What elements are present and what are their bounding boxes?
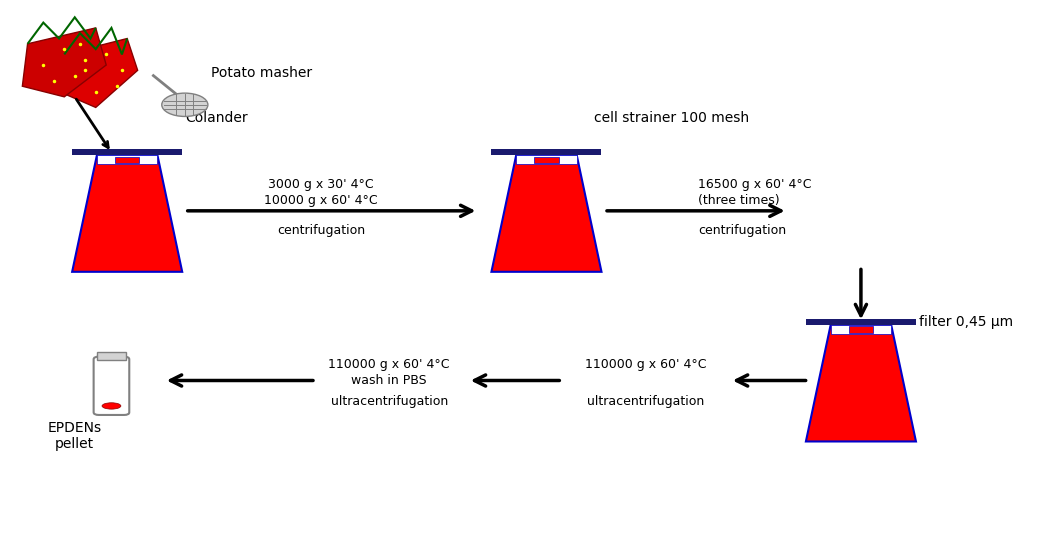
Text: 110000 g x 60' 4°C: 110000 g x 60' 4°C xyxy=(585,358,706,371)
Polygon shape xyxy=(492,155,601,272)
Text: EPDENs
pellet: EPDENs pellet xyxy=(47,421,102,451)
Text: centrifugation: centrifugation xyxy=(699,224,786,238)
Text: 16500 g x 60' 4°C: 16500 g x 60' 4°C xyxy=(699,178,812,191)
Text: filter 0,45 μm: filter 0,45 μm xyxy=(919,315,1013,329)
Polygon shape xyxy=(806,325,916,441)
Text: cell strainer 100 mesh: cell strainer 100 mesh xyxy=(594,111,748,125)
Text: Potato masher: Potato masher xyxy=(211,66,312,80)
Text: 110000 g x 60' 4°C: 110000 g x 60' 4°C xyxy=(329,358,450,371)
Polygon shape xyxy=(59,38,138,108)
Bar xyxy=(534,157,558,163)
Text: (three times): (three times) xyxy=(699,193,780,207)
Text: wash in PBS: wash in PBS xyxy=(351,374,427,387)
Circle shape xyxy=(162,93,208,116)
Bar xyxy=(73,149,182,155)
Text: Colander: Colander xyxy=(185,111,247,125)
Text: centrifugation: centrifugation xyxy=(277,224,365,238)
Bar xyxy=(806,319,916,325)
Polygon shape xyxy=(516,155,577,165)
Polygon shape xyxy=(97,155,158,165)
Polygon shape xyxy=(73,155,182,272)
Bar xyxy=(115,157,140,163)
Text: 10000 g x 60' 4°C: 10000 g x 60' 4°C xyxy=(264,193,378,207)
Ellipse shape xyxy=(102,403,121,409)
FancyBboxPatch shape xyxy=(94,357,129,415)
Text: ultracentrifugation: ultracentrifugation xyxy=(588,395,704,408)
Bar xyxy=(97,352,126,360)
Bar xyxy=(849,326,873,333)
Bar xyxy=(492,149,601,155)
Polygon shape xyxy=(22,28,106,97)
Text: ultracentrifugation: ultracentrifugation xyxy=(331,395,448,408)
Text: 3000 g x 30' 4°C: 3000 g x 30' 4°C xyxy=(268,178,374,191)
Polygon shape xyxy=(830,325,891,334)
